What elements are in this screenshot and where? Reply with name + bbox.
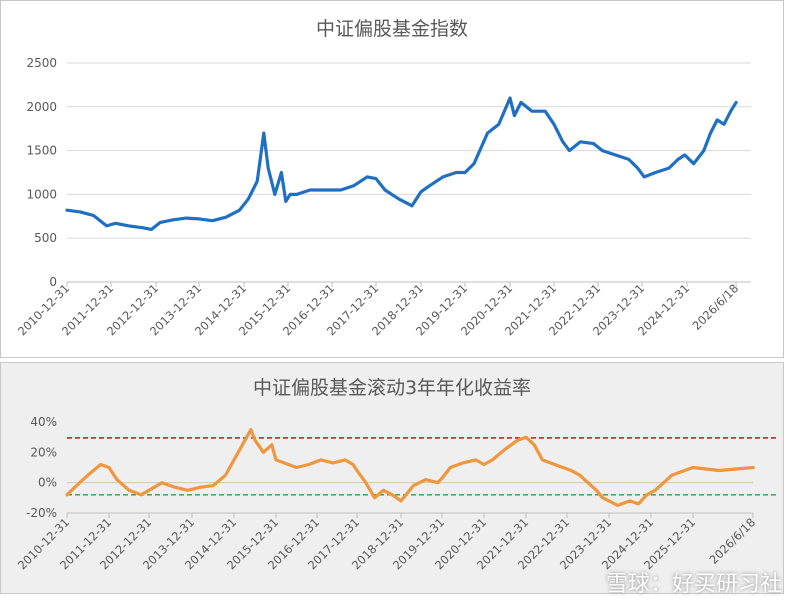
y-tick-label: 500 [34, 231, 57, 245]
y-tick-label: 2500 [26, 56, 57, 70]
series-line [65, 428, 755, 507]
series-line [65, 96, 738, 231]
y-tick-label: 1000 [26, 187, 57, 201]
index-chart-panel: 中证偏股基金指数 0 500 1000 1500 2000 2500 2010-12-31 2… [0, 0, 784, 358]
index-chart-title: 中证偏股基金指数 [315, 18, 468, 40]
y-tick-label: 2000 [26, 100, 57, 114]
y-tick-label: 1500 [26, 144, 57, 158]
y-tick-label: -20% [26, 506, 57, 520]
y-tick-label: 0% [38, 476, 57, 490]
watermark-text: 雪球：好买研习社 [605, 572, 782, 597]
x-tick-label: 2026/6/18 [707, 515, 759, 567]
rolling-return-line-chart: -20%0%20%40%2010-12-312011-12-312012-12-… [15, 415, 779, 572]
y-tick-label: 20% [30, 445, 57, 459]
y-tick-label: 40% [30, 415, 57, 429]
rolling-return-chart-title: 中证偏股基金滚动3年年化收益率 [252, 377, 532, 399]
y-tick-label: 0 [49, 275, 57, 289]
x-tick-label: 2026/6/18 [690, 281, 742, 333]
rolling-return-chart-panel: 中证偏股基金滚动3年年化收益率 -20% 0% 20% 40% 2010-12-31 20… [0, 362, 784, 594]
index-line-chart: 050010001500200025002010-12-312011-12-31… [15, 56, 751, 338]
